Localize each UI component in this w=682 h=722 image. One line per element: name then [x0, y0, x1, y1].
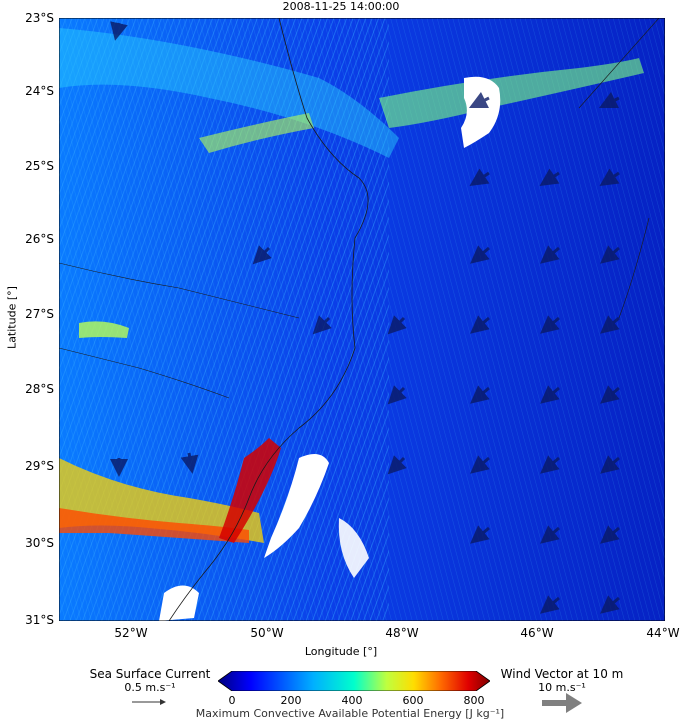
current-arrow-icon — [132, 699, 166, 705]
border-1 — [59, 262, 300, 319]
cape-band-center — [199, 113, 314, 153]
wind-vector — [598, 91, 620, 109]
wind-vector — [600, 385, 620, 404]
y-tick: 29°S — [25, 459, 54, 473]
y-tick: 27°S — [25, 307, 54, 321]
wind-vector — [540, 455, 560, 474]
y-tick: 30°S — [25, 536, 54, 550]
colorbar-tick: 800 — [463, 694, 485, 707]
wind-vector — [470, 245, 490, 264]
wind-arrow-icon — [542, 693, 582, 713]
wind-vector — [469, 168, 490, 186]
y-tick: 28°S — [25, 382, 54, 396]
wind-vector — [387, 455, 407, 475]
wind-vector — [387, 385, 407, 405]
cape-peak-band — [59, 508, 249, 543]
mask-south-2 — [338, 518, 369, 578]
x-tick: 46°W — [520, 626, 554, 640]
wind-vector — [540, 315, 560, 334]
cape-band-yellow-north — [379, 58, 644, 128]
y-tick: 23°S — [25, 11, 54, 25]
colorbar-tick: 200 — [280, 694, 302, 707]
wind-vector — [599, 168, 620, 186]
colorbar-tick: 400 — [341, 694, 363, 707]
wind-vector — [470, 525, 490, 544]
wind-vector — [600, 525, 620, 544]
wind-vector — [470, 315, 490, 334]
wind-vectors — [110, 21, 620, 614]
wind-vector — [387, 315, 407, 335]
wind-vector — [540, 385, 560, 404]
colorbar-tick: 0 — [228, 694, 236, 707]
cape-blob-west — [79, 321, 129, 338]
x-tick: 52°W — [114, 626, 148, 640]
y-tick: 24°S — [25, 84, 54, 98]
border-4 — [618, 217, 650, 319]
wind-legend-scale: 10 m.s⁻¹ — [538, 681, 586, 694]
border-2 — [59, 347, 230, 399]
wind-vector — [600, 455, 620, 474]
map-plot — [59, 18, 665, 621]
y-tick: 26°S — [25, 232, 54, 246]
colorbar-label: Maximum Convective Available Potential E… — [195, 707, 505, 720]
wind-vector — [600, 595, 620, 614]
mask-south-1 — [159, 585, 199, 621]
wind-vector — [180, 452, 199, 474]
wind-vector — [540, 245, 560, 264]
map-title: 2008-11-25 14:00:00 — [282, 0, 400, 13]
wind-vector — [470, 385, 490, 404]
mask-coast-south — [264, 454, 329, 558]
x-tick: 48°W — [385, 626, 419, 640]
x-tick: 44°W — [646, 626, 680, 640]
coastline — [168, 18, 369, 621]
y-tick: 31°S — [25, 613, 54, 627]
current-legend: Sea Surface Current 0.5 m.s⁻¹ — [80, 667, 220, 705]
colorbar — [218, 671, 490, 691]
wind-vector — [468, 91, 490, 109]
colorbar-tick: 600 — [402, 694, 424, 707]
y-tick: 25°S — [25, 159, 54, 173]
y-axis-label: Latitude [°] — [5, 286, 19, 349]
wind-vector — [470, 455, 490, 474]
cape-peak-coast — [219, 438, 281, 543]
x-axis-label: Longitude [°] — [304, 645, 378, 658]
cape-map-canvas — [59, 18, 665, 621]
wind-vector — [110, 21, 128, 41]
wind-vector — [540, 595, 560, 614]
border-3 — [578, 18, 660, 109]
current-legend-scale: 0.5 m.s⁻¹ — [124, 681, 176, 694]
wind-vector — [539, 168, 560, 186]
wind-vector — [540, 525, 560, 544]
wind-vector — [600, 245, 620, 264]
wind-vector — [312, 315, 332, 335]
wind-vector — [600, 315, 620, 334]
wind-legend: Wind Vector at 10 m 10 m.s⁻¹ — [492, 667, 632, 713]
cape-band-north — [59, 28, 399, 158]
x-tick: 50°W — [250, 626, 284, 640]
wind-vector — [252, 245, 272, 265]
wind-legend-label: Wind Vector at 10 m — [500, 667, 624, 681]
current-legend-label: Sea Surface Current — [89, 667, 211, 681]
